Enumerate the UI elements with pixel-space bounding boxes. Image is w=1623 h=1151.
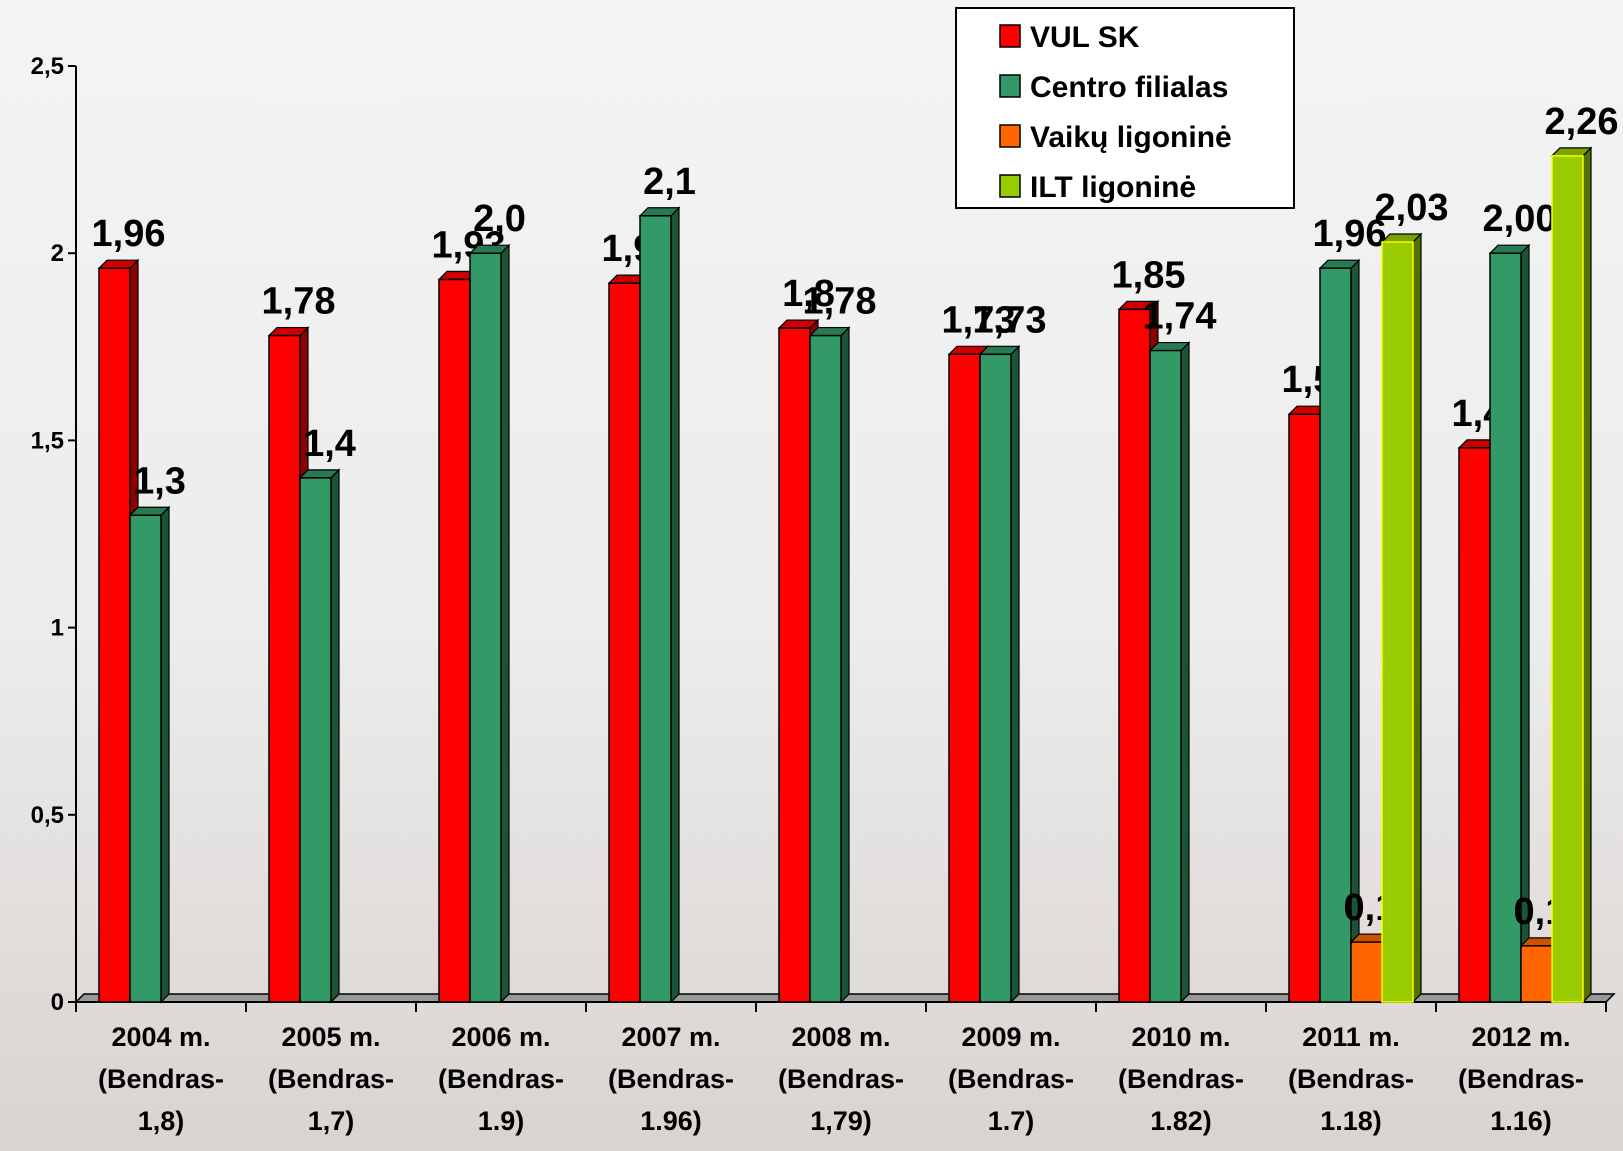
y-tick-label: 0,5	[31, 802, 64, 829]
bar-side	[160, 505, 170, 1004]
value-label: 1,8	[782, 273, 835, 315]
x-tick-label: 2010 m.	[1131, 1022, 1230, 1052]
bar	[469, 252, 502, 1003]
bar	[1288, 413, 1321, 1003]
bar-side	[1180, 341, 1190, 1004]
bar	[1319, 267, 1352, 1003]
bar	[129, 514, 162, 1003]
x-tick-label: 2011 m.	[1302, 1022, 1400, 1052]
x-tick-label: 2008 m.	[791, 1022, 890, 1052]
bar-side	[1520, 243, 1530, 1004]
y-tick-label: 2	[51, 240, 64, 267]
x-tick-label: 1,8)	[138, 1106, 185, 1136]
x-tick-label: (Bendras-	[98, 1064, 224, 1094]
bar-side	[670, 206, 680, 1004]
bar	[1458, 447, 1491, 1003]
bar-side	[330, 468, 340, 1004]
value-label: 1,3	[133, 460, 186, 502]
value-label: 2,03	[1375, 187, 1449, 229]
bar	[1149, 349, 1182, 1003]
x-tick-label: (Bendras-	[1458, 1064, 1584, 1094]
y-tick-label: 1,5	[31, 427, 64, 454]
value-label: 1,78	[262, 281, 336, 323]
x-tick-label: (Bendras-	[1288, 1064, 1414, 1094]
bar-side	[1412, 232, 1422, 1004]
value-label: 1,73	[973, 299, 1047, 341]
bar	[948, 353, 981, 1003]
x-tick-label: 1,7)	[308, 1106, 355, 1136]
y-tick-label: 1	[51, 615, 64, 642]
legend-label: ILT ligoninė	[1030, 171, 1196, 204]
x-tick-label: 1.7)	[988, 1106, 1035, 1136]
bar	[639, 215, 672, 1003]
x-tick-label: 2006 m.	[451, 1022, 550, 1052]
x-tick-label: (Bendras-	[1118, 1064, 1244, 1094]
bar	[1118, 308, 1151, 1003]
bar	[608, 282, 641, 1003]
legend-swatch	[999, 174, 1021, 198]
x-tick-label: 2007 m.	[621, 1022, 720, 1052]
x-tick-label: (Bendras-	[608, 1064, 734, 1094]
x-tick-label: 2004 m.	[111, 1022, 210, 1052]
bar-side	[1582, 146, 1592, 1004]
legend-swatch	[999, 24, 1021, 48]
bar	[1489, 252, 1522, 1003]
legend-label: Vaikų ligoninė	[1030, 121, 1232, 154]
x-tick-label: 1.82)	[1150, 1106, 1212, 1136]
x-tick-label: 2012 m.	[1471, 1022, 1570, 1052]
value-label: 1,74	[1143, 296, 1217, 338]
bar	[979, 353, 1012, 1003]
bar	[809, 334, 842, 1003]
value-label: 1,85	[1112, 254, 1186, 296]
x-tick-label: 2009 m.	[961, 1022, 1060, 1052]
bar	[438, 278, 471, 1003]
value-label: 1,78	[803, 281, 877, 323]
x-tick-label: 1.96)	[640, 1106, 702, 1136]
bar	[1350, 941, 1383, 1003]
value-label: 1,73	[942, 299, 1016, 341]
value-label: 2,0	[473, 198, 526, 240]
value-label: 2,00	[1483, 198, 1557, 240]
x-tick-label: (Bendras-	[778, 1064, 904, 1094]
bar	[1520, 945, 1553, 1003]
bar	[98, 267, 131, 1003]
value-label: 2,26	[1545, 101, 1619, 143]
x-tick-label: (Bendras-	[948, 1064, 1074, 1094]
bar	[299, 477, 332, 1003]
legend-label: VUL SK	[1030, 21, 1140, 54]
x-tick-label: 1.16)	[1490, 1106, 1552, 1136]
x-tick-label: 1,79)	[810, 1106, 872, 1136]
x-tick-label: (Bendras-	[268, 1064, 394, 1094]
value-label: 2,1	[643, 161, 696, 203]
value-label: 1,96	[92, 213, 166, 255]
x-tick-label: 2005 m.	[281, 1022, 380, 1052]
legend-label: Centro filialas	[1030, 71, 1228, 104]
x-tick-label: 1.9)	[478, 1106, 525, 1136]
bar-side	[500, 243, 510, 1004]
y-tick-label: 0	[51, 989, 64, 1016]
bar	[778, 327, 811, 1003]
x-tick-label: (Bendras-	[438, 1064, 564, 1094]
bar-side	[1010, 344, 1020, 1004]
y-tick-label: 2,5	[31, 53, 64, 80]
value-label: 1,96	[1313, 213, 1387, 255]
bar	[1551, 155, 1584, 1003]
legend-swatch	[999, 74, 1021, 98]
x-tick-label: 1.18)	[1320, 1106, 1382, 1136]
bar	[1381, 241, 1414, 1003]
legend-swatch	[999, 124, 1021, 148]
bar	[268, 334, 301, 1003]
bar-side	[840, 326, 850, 1004]
value-label: 1,4	[303, 423, 356, 465]
